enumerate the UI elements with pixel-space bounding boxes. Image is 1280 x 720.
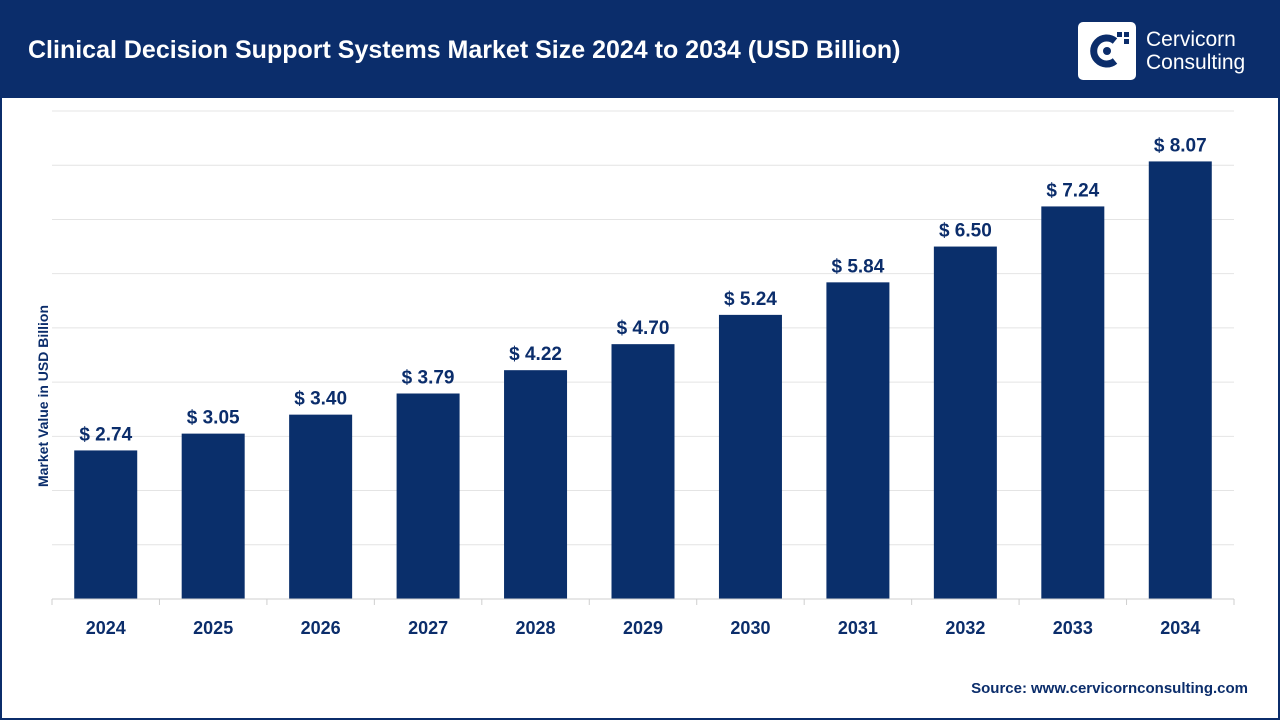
value-label-2033: $ 7.24	[1046, 180, 1099, 201]
value-label-2031: $ 5.84	[831, 256, 884, 277]
bar-chart: $ 2.74 $ 3.05 $ 3.40 $ 3.79 $ 4.22 $ 4.70 $ 5.…	[35, 110, 1235, 638]
bar-2033	[1041, 206, 1105, 599]
header-bar: Clinical Decision Support Systems Market…	[2, 2, 1278, 98]
value-label-2032: $ 6.50	[939, 221, 992, 242]
bar-2024	[74, 450, 138, 599]
x-tick-label-2033: 2033	[1053, 618, 1093, 638]
x-tick-label-2028: 2028	[516, 618, 556, 638]
x-tick-label-2025: 2025	[193, 618, 233, 638]
x-tick-label-2030: 2030	[730, 618, 770, 638]
x-tick-label-2034: 2034	[1160, 618, 1200, 638]
chart-title: Clinical Decision Support Systems Market…	[28, 36, 901, 64]
x-tick-label-2032: 2032	[945, 618, 985, 638]
bar-2028	[504, 370, 568, 599]
bars	[74, 161, 1212, 600]
value-label-2026: $ 3.40	[294, 389, 347, 410]
x-tick-label-2024: 2024	[86, 618, 126, 638]
value-label-2034: $ 8.07	[1154, 135, 1207, 156]
bar-2030	[718, 314, 782, 599]
value-label-2027: $ 3.79	[402, 367, 455, 388]
bar-2031	[826, 282, 890, 599]
cervicorn-logo-icon	[1078, 22, 1136, 80]
source-note: Source: www.cervicornconsulting.com	[971, 680, 1248, 697]
bar-2034	[1148, 161, 1212, 599]
x-tick-label-2029: 2029	[623, 618, 663, 638]
x-tick-label-2027: 2027	[408, 618, 448, 638]
bar-2026	[289, 414, 353, 599]
value-label-2025: $ 3.05	[187, 408, 240, 429]
y-axis-label: Market Value in USD Billion	[35, 305, 51, 487]
value-label-2028: $ 4.22	[509, 344, 562, 365]
brand-line1: Cervicorn	[1146, 28, 1236, 51]
source-label: Source:	[971, 680, 1027, 697]
value-label-2030: $ 5.24	[724, 289, 777, 310]
bar-2025	[181, 433, 245, 599]
x-tick-labels: 2024 2025 2026 2027 2028 2029 2030 2031 2032 2033…	[51, 599, 1235, 638]
x-tick-label-2026: 2026	[301, 618, 341, 638]
bar-2027	[396, 393, 460, 599]
source-url: www.cervicornconsulting.com	[1031, 680, 1248, 697]
x-tick-label-2031: 2031	[838, 618, 878, 638]
value-labels: $ 2.74 $ 3.05 $ 3.40 $ 3.79 $ 4.22 $ 4.70 $ 5.…	[79, 135, 1206, 445]
bar-2029	[611, 344, 675, 599]
value-label-2024: $ 2.74	[79, 424, 132, 445]
value-label-2029: $ 4.70	[617, 318, 670, 339]
brand-name: Cervicorn Consulting	[1146, 28, 1245, 74]
brand-line2: Consulting	[1146, 51, 1246, 74]
bar-2032	[933, 246, 997, 600]
